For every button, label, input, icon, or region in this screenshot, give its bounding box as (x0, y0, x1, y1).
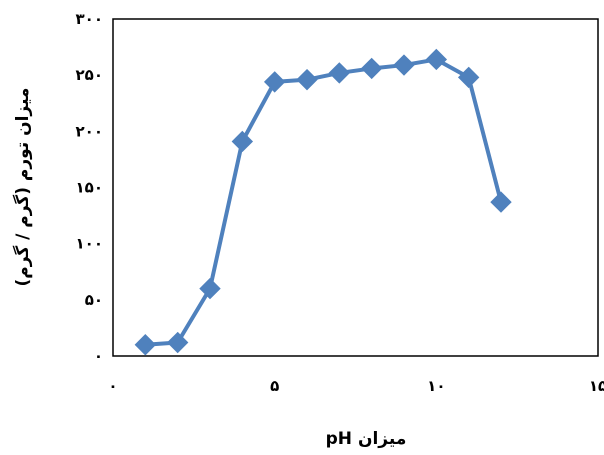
series-layer (134, 48, 512, 356)
y-tick-label: ۱۵۰ (76, 179, 103, 197)
x-axis-ticks: ۰ ۵ ۱۰ ۱۵ (108, 377, 604, 395)
data-point-marker (490, 191, 512, 213)
y-tick-label: ۲۰۰ (76, 122, 103, 140)
y-axis-ticks: ۰ ۵۰ ۱۰۰ ۱۵۰ ۲۰۰ ۲۵۰ ۳۰۰ (76, 10, 103, 365)
x-tick-label: ۱۰ (427, 377, 445, 395)
data-point-marker (360, 57, 383, 80)
data-point-marker (457, 66, 480, 89)
y-tick-label: ۰ (94, 347, 103, 365)
data-point-marker (231, 130, 254, 153)
data-point-marker (328, 62, 351, 84)
y-tick-label: ۳۰۰ (76, 10, 103, 28)
x-tick-label: ۰ (108, 377, 117, 395)
series-line (143, 57, 503, 347)
x-tick-label: ۵ (270, 377, 279, 395)
y-tick-label: ۲۵۰ (76, 66, 103, 84)
data-point-marker (134, 334, 157, 356)
x-axis-title: میزان pH (326, 429, 407, 449)
y-tick-label: ۱۰۰ (76, 235, 103, 253)
y-axis-title: میزان تورم (گرم / گرم) (12, 88, 33, 287)
plot-area-frame (112, 18, 599, 357)
y-tick-label: ۵۰ (85, 291, 103, 309)
data-point-marker (296, 68, 318, 91)
data-point-marker (166, 331, 189, 354)
x-tick-label: ۱۵ (589, 377, 604, 395)
data-point-marker (263, 71, 286, 93)
data-point-marker (199, 277, 221, 300)
data-point-marker (425, 48, 448, 71)
data-point-marker (393, 54, 415, 76)
